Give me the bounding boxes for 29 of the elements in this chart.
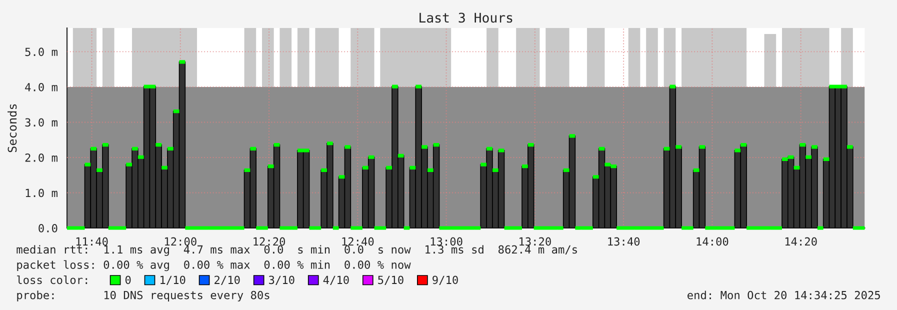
legend-label: 5/10 [378, 276, 404, 285]
text: median rtt: 1.1 ms avg 4.7 ms max 0.0 s min 0.0 s now 1.3 ms sd 862.4 m am/s [16, 245, 577, 256]
x-tick-label: 14:20 [785, 237, 817, 246]
y-tick-label: 2.0 m [25, 153, 58, 162]
legend-label: 9/10 [432, 276, 458, 285]
y-axis-title: Seconds [8, 104, 17, 152]
legend-label: 3/10 [269, 276, 294, 285]
legend-label: 0 [125, 276, 131, 284]
x-tick-label: 12:20 [254, 237, 286, 246]
x-tick-label: 11:40 [76, 237, 108, 246]
text: packet loss: 0.00 % avg 0.00 % max 0.00 % min 0.00 % now [17, 260, 411, 272]
text: probe: 10 DNS requests every 80s [17, 290, 270, 302]
x-tick-label: 13:20 [520, 237, 551, 246]
legend-title: loss color: [17, 275, 88, 284]
text: end: Mon Oct 20 14:34:25 2025 [688, 290, 880, 300]
chart-title: Last 3 Hours [420, 12, 512, 23]
legend-label: 2/10 [214, 276, 240, 285]
y-tick-label: 4.0 m [25, 82, 58, 92]
x-tick-label: 13:00 [430, 237, 462, 246]
x-tick-label: 14:00 [696, 237, 728, 246]
x-tick-label: 12:00 [165, 237, 196, 246]
x-tick-label: 13:40 [608, 237, 640, 246]
x-tick-label: 12:40 [342, 237, 374, 246]
y-tick-label: 5.0 m [25, 48, 58, 56]
y-tick-label: 1.0 m [26, 188, 58, 198]
y-tick-label: 0.0 [38, 224, 58, 232]
y-tick-label: 3.0 m [25, 118, 58, 127]
legend-label: 1/10 [160, 276, 186, 285]
legend-label: 4/10 [323, 276, 349, 285]
